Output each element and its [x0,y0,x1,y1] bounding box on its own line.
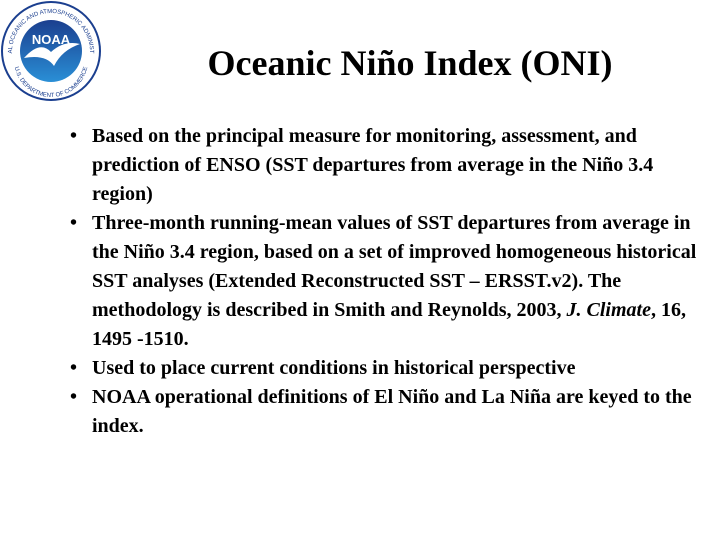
bullet: Based on the principal measure for monit… [70,122,704,209]
bullet: Used to place current conditions in hist… [70,354,704,383]
bullet-text: , 16, 1495 -1510. [92,299,686,350]
bullet: NOAA operational definitions of El Niño … [70,383,704,441]
logo-abbreviation: NOAA [32,32,71,47]
bullet-text: Based on the principal measure for monit… [92,125,654,205]
bullet-list: Based on the principal measure for monit… [70,122,710,441]
slide-title: Oceanic Niño Index (ONI) [207,43,613,83]
bullet-text: NOAA operational definitions of El Niño … [92,386,692,437]
bullet-text: Used to place current conditions in hist… [92,357,576,379]
bullet-text: Three-month running-mean values of SST d… [92,212,697,321]
journal-name: J. Climate [566,299,651,321]
bullet: Three-month running-mean values of SST d… [70,209,704,354]
noaa-logo: NOAA NATIONAL OCEANIC AND ATMOSPHERIC AD… [0,0,101,101]
